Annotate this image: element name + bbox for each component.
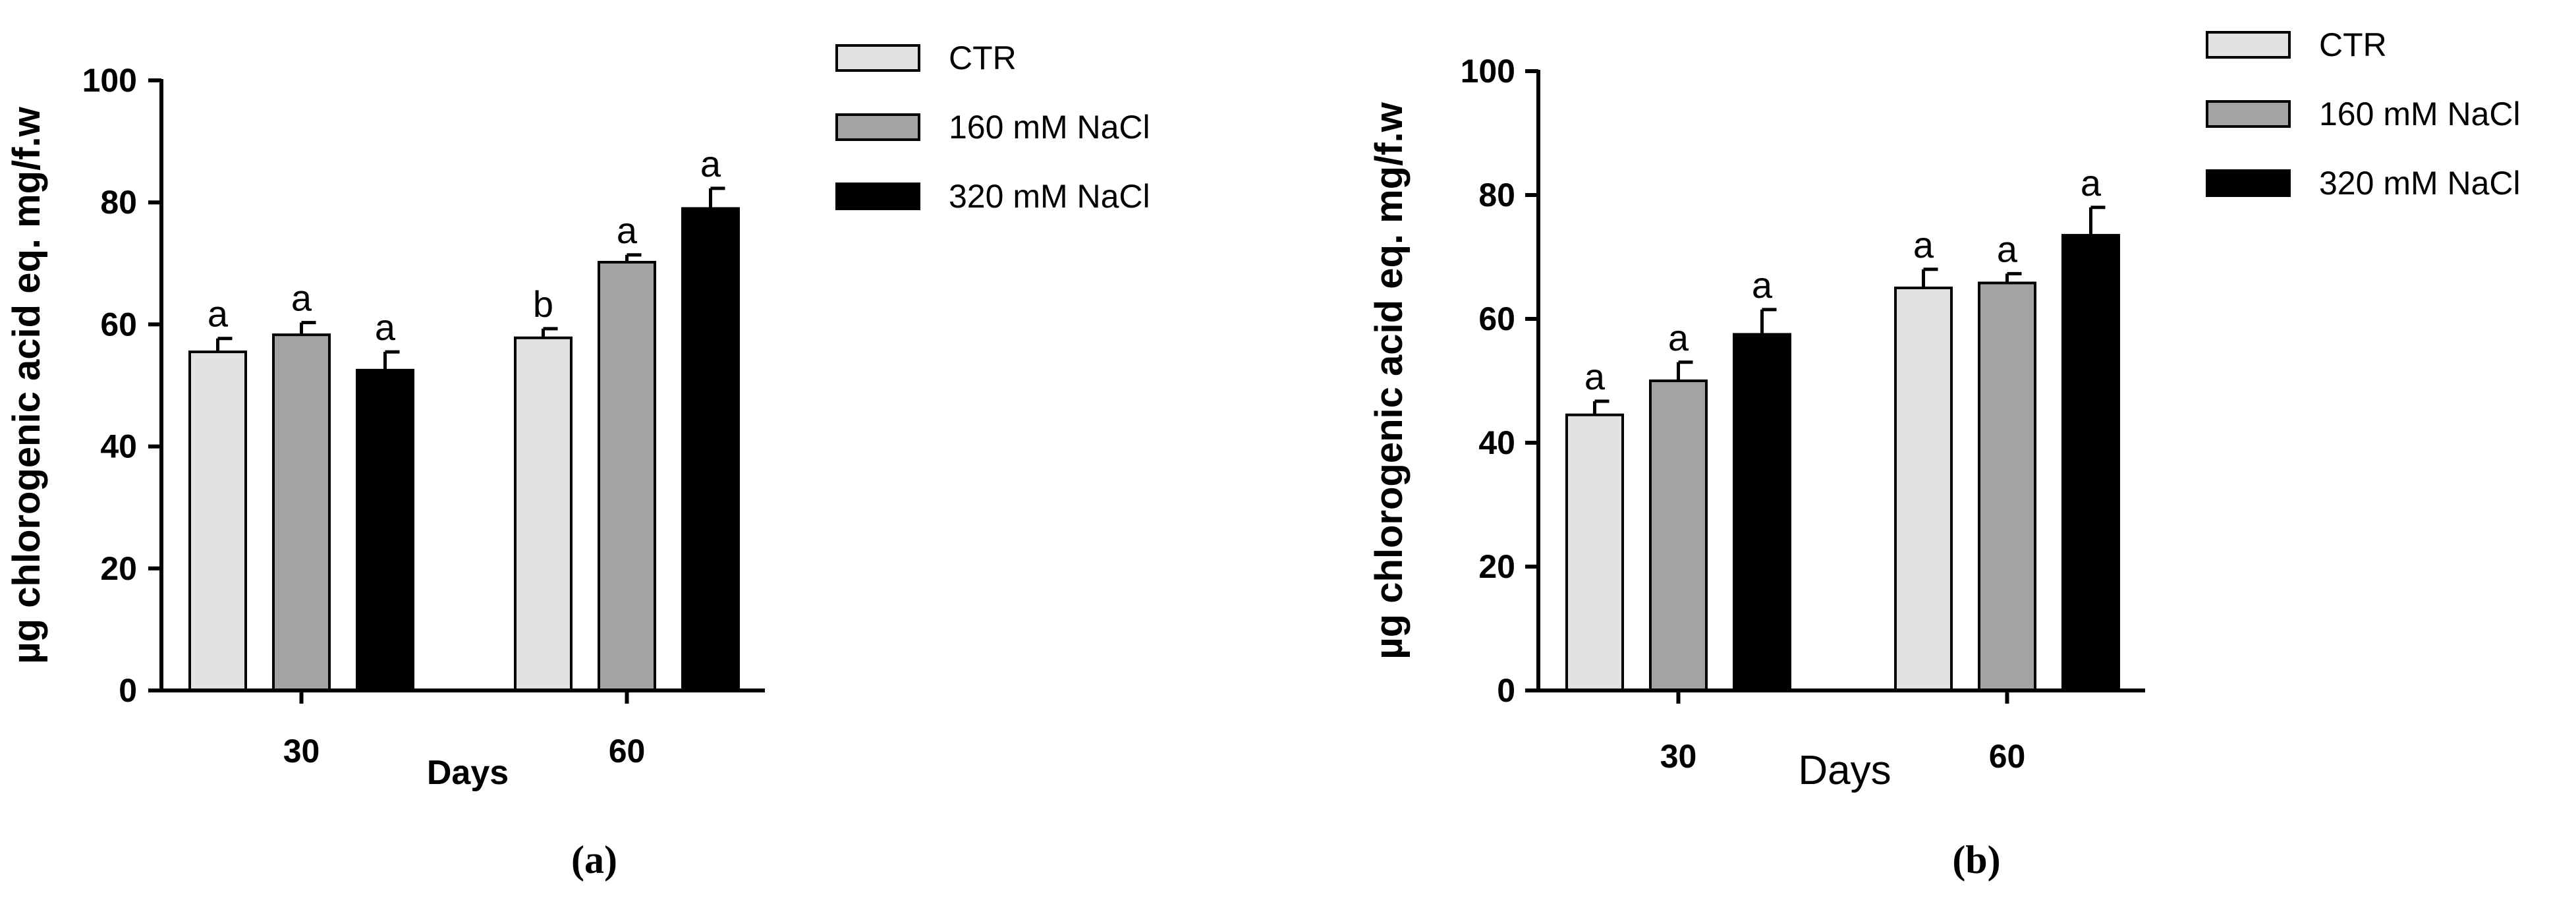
legend-swatch [835,182,920,210]
bar [598,260,656,692]
bar [514,336,573,692]
bar [1565,413,1624,692]
bar [1733,333,1791,692]
bar [188,351,247,692]
x-tick-label: 60 [609,733,646,770]
significance-letter: a [1997,228,2018,269]
legend-label: 320 mM NaCl [949,178,1150,215]
bar [1978,281,2036,692]
legend-label: 160 mM NaCl [949,109,1150,146]
significance-letter: a [1668,317,1689,358]
legend-swatch [2206,169,2291,197]
bar [272,333,331,692]
panel-b: a a a a a a 0 20 40 60 80 100 30 60 Days µg chlorogenic… [1368,26,2521,882]
significance-letter: a [291,277,312,319]
panel-a: a b a a a a 0 20 40 60 80 100 30 60 Days µg chlorogenic… [5,40,1150,882]
significance-letter: a [617,210,638,251]
y-tick-label: 60 [100,306,137,343]
panel-label: (b) [1952,838,2000,882]
panel-label: (a) [571,838,617,882]
legend-swatch [835,113,920,141]
x-tick-label: 30 [283,733,320,770]
bar [356,368,414,692]
y-tick-label: 20 [100,550,137,587]
significance-letter: a [208,293,229,335]
y-tick-label: 0 [119,672,137,709]
y-tick-label: 80 [1478,177,1515,213]
legend-swatch [2206,100,2291,128]
y-tick-label: 60 [1478,300,1515,337]
significance-letter: b [533,283,553,325]
legend-swatch [2206,31,2291,59]
significance-letter: a [2081,162,2102,204]
legend-label: 160 mM NaCl [2319,96,2521,132]
significance-letter: a [1752,264,1773,306]
y-tick-label: 40 [1478,424,1515,461]
bar [1649,379,1708,692]
legend-swatch [835,44,920,72]
y-tick-label: 0 [1497,672,1515,709]
y-tick-label: 40 [100,428,137,465]
x-axis-label: Days [427,754,509,792]
y-tick-label: 20 [1478,548,1515,585]
y-tick-label: 100 [1461,53,1515,90]
y-axis-label: µg chlorogenic acid eq. mg/f.w [5,106,48,663]
x-axis-label: Days [1798,748,1891,793]
significance-letter: a [1913,224,1934,266]
bar [1894,287,1953,692]
legend-label: CTR [949,40,1017,76]
y-axis-label: µg chlorogenic acid eq. mg/f.w [1368,101,1411,659]
significance-letter: a [700,143,721,184]
significance-letter: a [1584,356,1606,397]
y-tick-label: 100 [82,62,137,99]
legend-label: 320 mM NaCl [2319,165,2521,202]
x-tick-label: 30 [1660,738,1697,775]
y-tick-label: 80 [100,184,137,221]
x-tick-label: 60 [1989,738,2026,775]
legend-label: CTR [2319,26,2387,63]
significance-letter: a [375,306,396,348]
bar [2061,234,2120,692]
bar [681,207,740,692]
